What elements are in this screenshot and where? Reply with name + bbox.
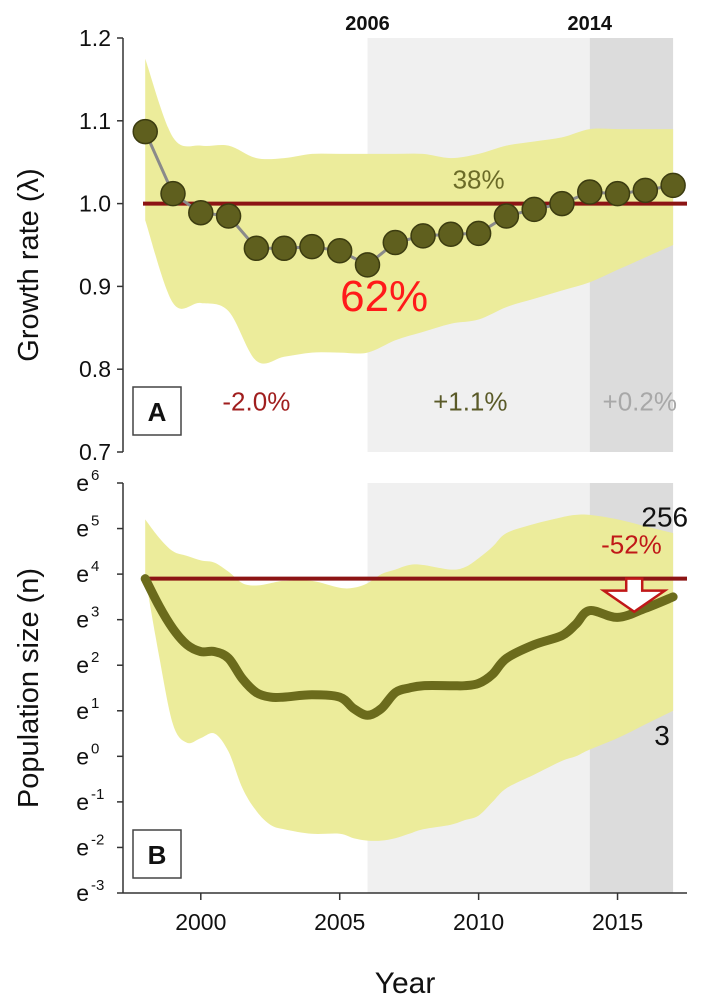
panel-a-point-1998: [132, 118, 158, 145]
panel-b-y-tick-label-7: e: [76, 561, 89, 587]
panel-a-annotation-4: +0.2%: [603, 387, 677, 417]
panel-b-y-tick-label-2: e: [76, 789, 89, 815]
panel-a-y-tick-label-3: 1.0: [79, 191, 111, 217]
panel-b-population-line: [140, 574, 678, 720]
panel-b-y-tick-exp-5: 2: [91, 649, 99, 666]
panel-b-y-tick-exp-8: 5: [91, 513, 99, 530]
panel-a-point-2003: [271, 235, 297, 262]
panel-a-point-2010: [465, 220, 492, 247]
panel-a-y-tick-label-1: 0.8: [79, 356, 111, 382]
panel-b-y-tick-exp-3: 0: [91, 740, 99, 757]
panel-b-y-tick-label-1: e: [76, 834, 89, 860]
panel-a-label-box: A: [132, 386, 182, 436]
panel-b-label-box: B: [132, 829, 182, 879]
panel-b-decline-arrow: [599, 577, 669, 614]
panel-b-confidence-band: [145, 514, 674, 841]
panel-a-point-2014: [577, 179, 603, 205]
panel-b-y-tick-label-9: e: [76, 470, 89, 496]
panel-a-annotation-1: 62%: [340, 272, 428, 321]
panel-b-y-tick-exp-9: 6: [91, 467, 99, 484]
panel-b-annotation-1: -52%: [601, 530, 662, 560]
panel-b-band: [145, 514, 674, 841]
panel-a-y-tick-label-5: 1.2: [79, 25, 111, 51]
panel-a-point-2002: [243, 235, 270, 262]
panel-a-annotation-2: -2.0%: [222, 387, 290, 417]
panel-a-y-axis-label: Growth rate (λ): [13, 168, 45, 361]
panel-a-point-2004: [299, 233, 325, 260]
panel-b-y-tick-exp-7: 4: [91, 558, 99, 575]
panel-b-y-tick-label-6: e: [76, 607, 89, 633]
panel-a-confidence-band: [145, 58, 674, 364]
panel-b-y-tick-label-0: e: [76, 880, 89, 906]
panel-a-y-axis: 0.7 0.8 0.9 1.0 1.1 1.2: [79, 25, 124, 465]
panel-b-annotations: 256-52% 3: [601, 501, 688, 751]
panel-a-point-1999: [160, 180, 186, 207]
panel-a-point-2015: [604, 180, 631, 207]
panel-b-y-tick-label-3: e: [76, 743, 89, 769]
panel-a-point-2007: [382, 229, 409, 256]
panel-b-annotation-2: 3: [654, 720, 670, 751]
panel-a-point-2009: [438, 221, 464, 247]
panel-b-x-tick-label-3: 2015: [592, 909, 643, 935]
panel-b-y-tick-exp-0: -3: [91, 877, 104, 894]
panel-a-annotation-3: +1.1%: [433, 387, 507, 417]
period-label-2014: 2014: [568, 13, 613, 35]
panel-b-y-axis: e -3e -2e -1e 0e 1e 2e 3e 4e 5e 6: [76, 467, 124, 906]
panel-b-y-tick-label-5: e: [76, 652, 89, 678]
panel-b-y-tick-exp-2: -1: [91, 786, 104, 803]
panel-b-arrow-shape: [599, 577, 669, 614]
panel-b-y-tick-exp-1: -2: [91, 831, 104, 848]
panel-b-y-tick-exp-4: 1: [91, 695, 99, 712]
panel-a-y-tick-label-0: 0.7: [79, 439, 111, 465]
panel-b-y-tick-label-8: e: [76, 516, 89, 542]
panel-a-annotations: 38% 62% -2.0% +1.1% +0.2%: [222, 165, 677, 417]
panel-a-point-2008: [410, 223, 436, 249]
panel-b-annotation-0: 256: [641, 501, 688, 532]
panel-a-point-2000: [188, 199, 214, 226]
panel-a-point-2001: [215, 203, 242, 229]
panel-a-point-2016: [632, 177, 659, 204]
panel-a-point-2017: [660, 172, 686, 199]
panel-a-point-2006: [354, 252, 381, 278]
period-labels: 2006 2014: [345, 13, 613, 35]
panel-a-annotation-0: 38%: [453, 165, 505, 195]
panel-a-data-points: [132, 118, 686, 278]
panel-a-label: A: [148, 397, 167, 427]
panel-a-y-tick-label-4: 1.1: [79, 108, 111, 134]
panel-b-x-axis: 2000 2005 2010 2015: [123, 892, 687, 935]
x-axis-label: Year: [375, 967, 436, 1000]
panel-b-y-tick-exp-6: 3: [91, 604, 99, 621]
panel-a-point-2013: [549, 190, 575, 217]
panel-a-y-tick-label-2: 0.9: [79, 273, 111, 299]
panel-b-label: B: [148, 840, 167, 870]
panel-b-x-tick-label-0: 2000: [175, 909, 226, 935]
panel-a-point-2012: [521, 196, 547, 223]
panel-a-point-2011: [493, 203, 520, 229]
panel-b-y-tick-label-4: e: [76, 698, 89, 724]
panel-a-band: [145, 58, 674, 364]
period-label-2006: 2006: [345, 13, 390, 35]
panel-b-x-tick-label-1: 2005: [314, 909, 365, 935]
panel-b-y-axis-label: Population size (n): [13, 568, 45, 808]
panel-b-x-tick-label-2: 2010: [453, 909, 504, 935]
panel-a-point-2005: [326, 238, 353, 264]
